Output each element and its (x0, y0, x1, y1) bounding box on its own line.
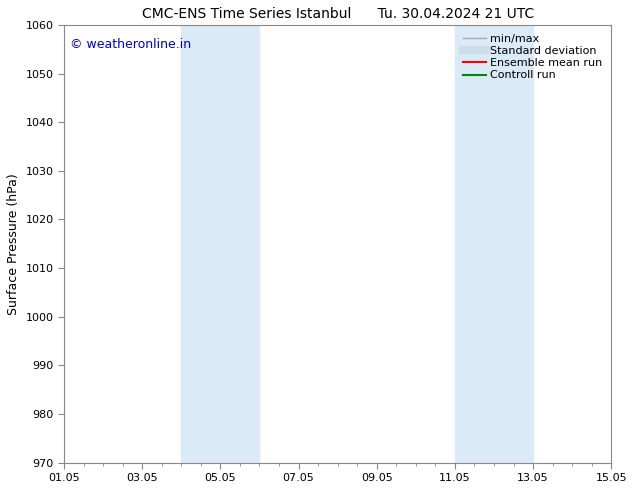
Y-axis label: Surface Pressure (hPa): Surface Pressure (hPa) (7, 173, 20, 315)
Text: © weatheronline.in: © weatheronline.in (70, 38, 191, 51)
Legend: min/max, Standard deviation, Ensemble mean run, Controll run: min/max, Standard deviation, Ensemble me… (460, 30, 605, 84)
Bar (181, 25, 259, 463)
Title: CMC-ENS Time Series Istanbul      Tu. 30.04.2024 21 UTC: CMC-ENS Time Series Istanbul Tu. 30.04.2… (141, 7, 534, 21)
Bar (455, 25, 533, 463)
